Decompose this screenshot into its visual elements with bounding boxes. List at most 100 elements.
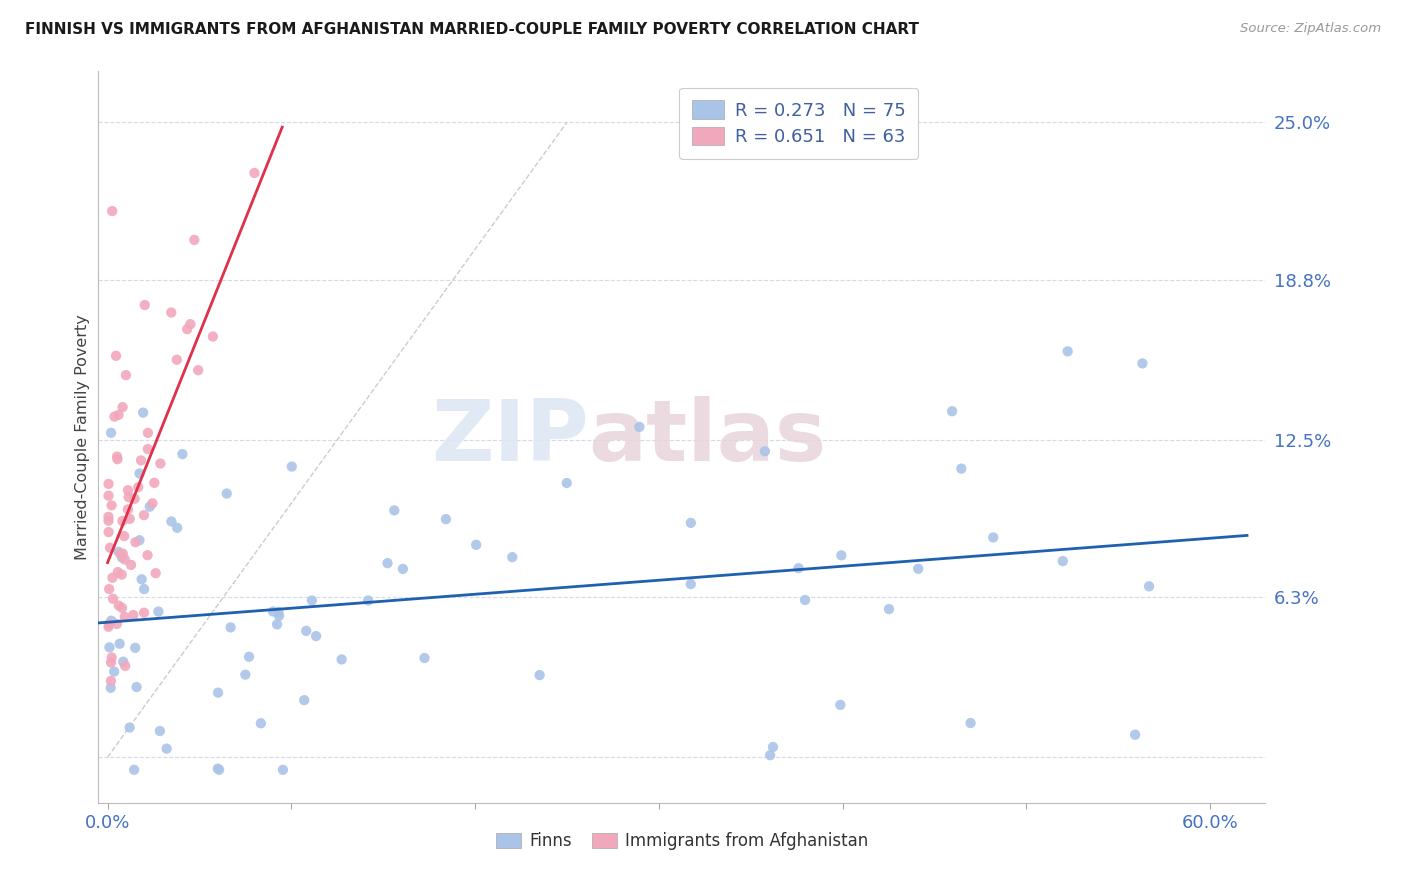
Point — [97, 620, 120, 634]
Point — [377, 556, 399, 570]
Point — [112, 655, 135, 669]
Point — [97, 509, 120, 524]
Point — [97, 524, 120, 539]
Point — [301, 593, 323, 607]
Point — [117, 490, 139, 504]
Point — [143, 475, 166, 490]
Point — [148, 605, 170, 619]
Point — [529, 668, 551, 682]
Point — [128, 533, 150, 548]
Point — [262, 605, 284, 619]
Point — [100, 614, 122, 628]
Point — [101, 204, 124, 219]
Point — [941, 404, 963, 418]
Point — [156, 741, 179, 756]
Point — [149, 724, 172, 739]
Point — [330, 652, 353, 666]
Point — [97, 489, 120, 503]
Point — [105, 349, 128, 363]
Point — [101, 591, 124, 606]
Point — [129, 453, 152, 467]
Point — [187, 363, 209, 377]
Point — [679, 516, 702, 530]
Point — [267, 608, 290, 623]
Point — [100, 681, 122, 695]
Point — [108, 599, 131, 613]
Point — [762, 739, 785, 754]
Point — [271, 763, 294, 777]
Point — [413, 651, 436, 665]
Point — [679, 577, 702, 591]
Point — [207, 686, 229, 700]
Point — [136, 442, 159, 456]
Point — [555, 476, 578, 491]
Point — [124, 640, 146, 655]
Point — [115, 368, 138, 383]
Point — [110, 547, 132, 561]
Point — [100, 425, 122, 440]
Point — [114, 610, 136, 624]
Point — [98, 541, 121, 555]
Point — [183, 233, 205, 247]
Point — [128, 467, 150, 481]
Point — [124, 535, 146, 549]
Point — [235, 667, 257, 681]
Point — [950, 461, 973, 475]
Point — [107, 408, 129, 422]
Point — [107, 565, 129, 579]
Point — [201, 329, 224, 343]
Point — [292, 693, 315, 707]
Point — [120, 558, 142, 572]
Point — [501, 550, 523, 565]
Point — [238, 649, 260, 664]
Point — [295, 624, 318, 638]
Point — [759, 748, 782, 763]
Point — [1056, 344, 1078, 359]
Point — [111, 600, 134, 615]
Point — [434, 512, 457, 526]
Point — [1132, 356, 1154, 370]
Point — [267, 605, 290, 619]
Point — [357, 593, 380, 607]
Text: ZIP: ZIP — [430, 395, 589, 479]
Point — [100, 656, 122, 670]
Point — [877, 602, 900, 616]
Point — [959, 716, 981, 731]
Point — [1123, 728, 1146, 742]
Point — [266, 617, 288, 632]
Point — [179, 317, 201, 331]
Legend: Finns, Immigrants from Afghanistan: Finns, Immigrants from Afghanistan — [489, 825, 875, 856]
Point — [114, 552, 136, 566]
Point — [281, 459, 304, 474]
Point — [160, 515, 183, 529]
Point — [98, 582, 121, 596]
Point — [111, 547, 134, 561]
Point — [149, 457, 172, 471]
Point — [117, 483, 139, 498]
Point — [103, 665, 125, 679]
Point — [794, 593, 817, 607]
Point — [392, 562, 415, 576]
Point — [132, 406, 155, 420]
Y-axis label: Married-Couple Family Poverty: Married-Couple Family Poverty — [75, 314, 90, 560]
Point — [111, 550, 134, 565]
Point — [207, 762, 229, 776]
Point — [215, 486, 238, 500]
Point — [124, 491, 146, 506]
Point — [145, 566, 167, 581]
Point — [107, 545, 129, 559]
Point — [176, 322, 198, 336]
Text: Source: ZipAtlas.com: Source: ZipAtlas.com — [1240, 22, 1381, 36]
Point — [243, 166, 266, 180]
Point — [787, 561, 810, 575]
Point — [125, 680, 148, 694]
Point — [219, 620, 242, 634]
Point — [111, 400, 134, 414]
Point — [132, 508, 155, 523]
Point — [830, 698, 852, 712]
Point — [122, 607, 145, 622]
Point — [166, 521, 188, 535]
Point — [754, 444, 776, 458]
Point — [117, 502, 139, 516]
Point — [131, 572, 153, 586]
